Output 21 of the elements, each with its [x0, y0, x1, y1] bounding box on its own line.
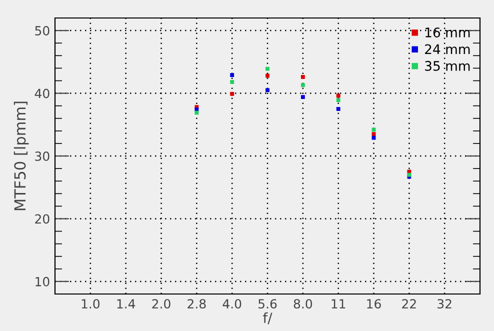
y-tick-label: 20	[35, 214, 50, 224]
legend-label: 24 mm	[425, 44, 470, 54]
x-tick-label: 11	[332, 299, 346, 308]
y-tick-label: 30	[35, 151, 50, 161]
x-tick-label: 32	[438, 299, 452, 309]
x-tick-label: 16	[367, 299, 381, 309]
x-tick-label: 1.0	[82, 299, 100, 309]
y-tick-label: 40	[34, 88, 50, 98]
legend-label: 16 mm	[426, 27, 470, 38]
x-tick-label: 4.0	[222, 299, 242, 309]
x-tick-label: 22	[402, 299, 416, 308]
y-tick-label: 50	[35, 26, 50, 36]
y-tick-label: 10	[36, 276, 50, 286]
x-tick-label: 2.8	[188, 299, 206, 309]
x-tick-label: 2.0	[152, 299, 170, 309]
y-axis-title: MTF50 [lpmm]	[14, 102, 29, 210]
legend-label: 35 mm	[425, 60, 470, 71]
x-axis-title: f/	[263, 312, 272, 324]
x-tick-label: 5.6	[258, 299, 277, 309]
x-tick-label: 8.0	[294, 299, 312, 309]
x-tick-label: 1.4	[117, 299, 136, 308]
